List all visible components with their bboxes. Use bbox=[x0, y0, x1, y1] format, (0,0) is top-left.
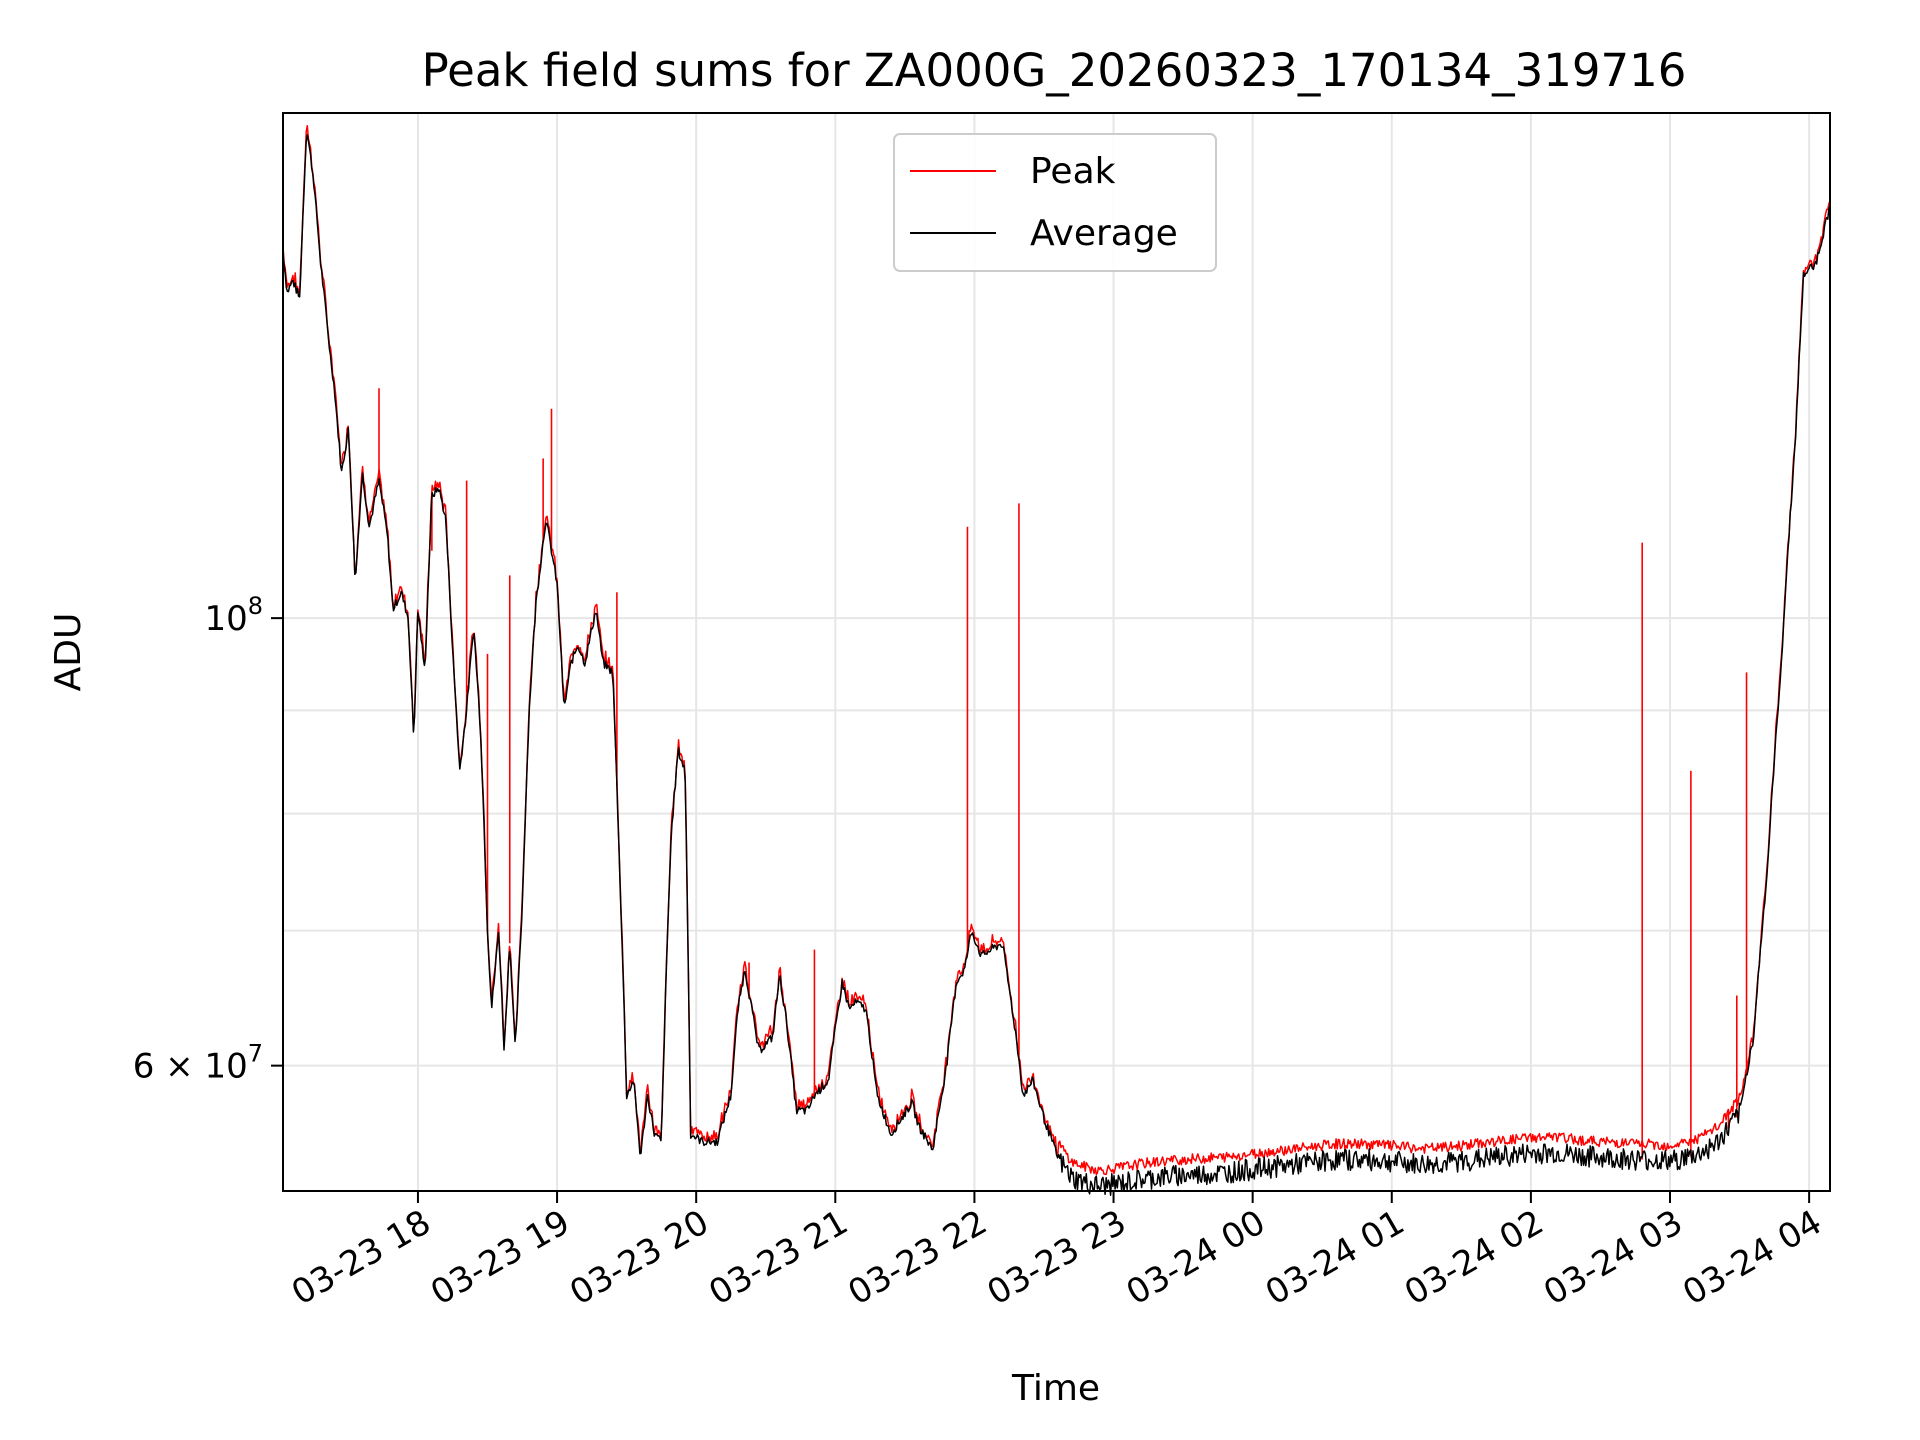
series-layer bbox=[282, 124, 1831, 1196]
legend-peak-label: Peak bbox=[1030, 151, 1116, 192]
y-tick-exponent: 7 bbox=[248, 1040, 263, 1068]
y-axis-label: ADU bbox=[48, 613, 89, 692]
y-tick-label: 6 × 107 bbox=[133, 1040, 263, 1087]
y-tick-exponent: 8 bbox=[248, 592, 263, 620]
y-tick-label: 108 bbox=[204, 592, 263, 639]
x-axis-label: Time bbox=[1011, 1368, 1100, 1409]
legend: Peak Average bbox=[893, 133, 1217, 272]
series-line-average bbox=[282, 134, 1831, 1196]
legend-box bbox=[893, 133, 1217, 272]
grid bbox=[283, 113, 1830, 1191]
chart-title: Peak field sums for ZA000G_20260323_1701… bbox=[422, 44, 1687, 97]
plot-frame bbox=[282, 112, 1831, 1192]
legend-average-label: Average bbox=[1030, 213, 1178, 254]
y-tick-base: 10 bbox=[204, 599, 247, 639]
y-tick-base: 6 × 10 bbox=[133, 1047, 248, 1087]
y-axis: 6 × 107 108 bbox=[133, 592, 283, 1087]
